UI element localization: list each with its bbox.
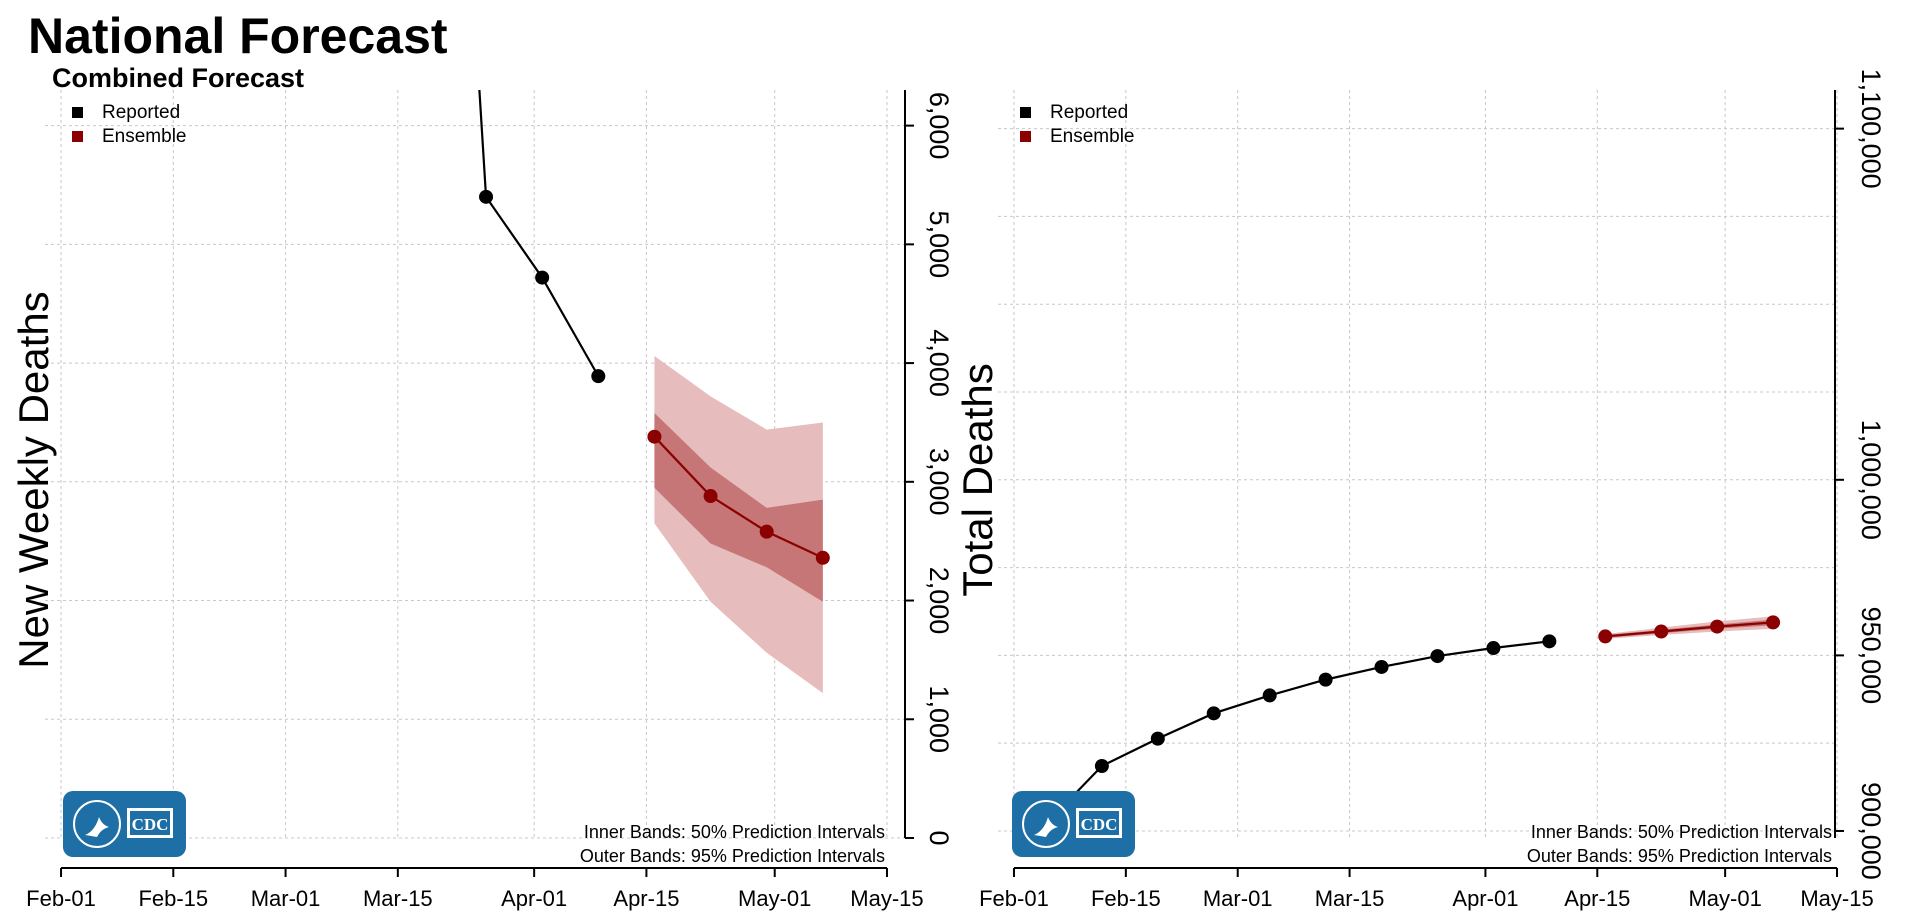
ensemble-line (1605, 621, 1774, 638)
ensemble-point (647, 429, 662, 444)
ensemble-point (703, 489, 718, 504)
x-tick-label: Mar-15 (1315, 886, 1385, 911)
x-tick-label: Apr-15 (1564, 886, 1630, 911)
x-tick-label: Feb-01 (979, 886, 1049, 911)
x-tick-label: Apr-01 (1452, 886, 1518, 911)
reported-point (1374, 659, 1389, 674)
cdc-logo-background (63, 791, 186, 857)
cdc-wordmark-inner (130, 811, 170, 835)
reported-point (1150, 731, 1165, 746)
x-tick-label: May-15 (850, 886, 923, 911)
reported-point (535, 270, 550, 285)
x-tick-label: Mar-01 (1203, 886, 1273, 911)
x-tick-label: Feb-15 (1091, 886, 1161, 911)
cdc-wordmark-inner (1079, 811, 1119, 835)
legend-label: Reported (1050, 102, 1128, 123)
y-tick-label: 1,100,000 (1856, 69, 1886, 189)
reported-point (1430, 649, 1445, 664)
x-tick-label: May-15 (1800, 886, 1873, 911)
legend-swatch (72, 131, 83, 142)
reported-point (1262, 688, 1277, 703)
note-inner-bands: Inner Bands: 50% Prediction Intervals (584, 822, 885, 842)
y-tick-label: 950,000 (1856, 607, 1886, 705)
y-tick-label: 5,000 (924, 211, 954, 279)
x-tick-label: Mar-01 (251, 886, 321, 911)
cdc-logo-background (1012, 791, 1135, 857)
y-tick-label: 0 (924, 830, 954, 845)
cdc-wordmark-text: CDC (1081, 815, 1118, 834)
cdc-logo: CDC (1012, 791, 1135, 857)
legend-label: Reported (102, 102, 180, 123)
y-axis-title: Total Deaths (954, 363, 1001, 596)
ensemble-point (1654, 624, 1669, 639)
reported-point (1094, 759, 1109, 774)
page-subtitle: Combined Forecast (52, 63, 305, 93)
legend-swatch (72, 107, 83, 118)
ensemble-point (1766, 615, 1781, 630)
page-title: National Forecast (28, 8, 448, 64)
y-tick-label: 3,000 (924, 448, 954, 516)
note-inner-bands: Inner Bands: 50% Prediction Intervals (1531, 822, 1832, 842)
hhs-eagle-icon (85, 817, 109, 837)
x-tick-label: May-01 (738, 886, 811, 911)
note-outer-bands: Outer Bands: 95% Prediction Intervals (580, 846, 885, 866)
x-tick-label: May-01 (1688, 886, 1761, 911)
x-tick-label: Apr-15 (613, 886, 679, 911)
y-tick-label: 6,000 (924, 92, 954, 160)
reported-point (1318, 672, 1333, 687)
note-outer-bands: Outer Bands: 95% Prediction Intervals (1527, 846, 1832, 866)
legend-swatch (1020, 131, 1031, 142)
reported-point (479, 189, 494, 204)
x-tick-label: Feb-01 (26, 886, 96, 911)
reported-point (1542, 634, 1557, 649)
ensemble-point (1710, 619, 1725, 634)
y-axis-title: New Weekly Deaths (10, 291, 57, 668)
reported-line (478, 90, 600, 377)
y-tick-label: 1,000,000 (1856, 420, 1886, 540)
legend-swatch (1020, 107, 1031, 118)
reported-point (1486, 641, 1501, 656)
reported-line (1045, 640, 1550, 825)
y-tick-label: 1,000 (924, 685, 954, 753)
ensemble-point (1598, 629, 1613, 644)
series-layer (478, 90, 830, 694)
ensemble-point (759, 524, 774, 539)
reported-point (591, 369, 606, 384)
legend-label: Ensemble (1050, 126, 1135, 147)
cdc-wordmark-text: CDC (132, 815, 169, 834)
x-tick-label: Mar-15 (363, 886, 433, 911)
hhs-seal-icon (73, 800, 121, 848)
ensemble-point (815, 550, 830, 565)
band-50-inner (654, 412, 823, 602)
y-tick-label: 2,000 (924, 567, 954, 635)
y-tick-label: 900,000 (1856, 782, 1886, 880)
x-tick-label: Apr-01 (501, 886, 567, 911)
x-tick-label: Feb-15 (138, 886, 208, 911)
ensemble-line (653, 435, 824, 559)
cdc-logo: CDC (63, 791, 186, 857)
y-tick-label: 4,000 (924, 329, 954, 397)
reported-point (1206, 706, 1221, 721)
hhs-seal-icon (1022, 800, 1070, 848)
legend-label: Ensemble (102, 126, 187, 147)
series-layer (1045, 615, 1781, 825)
hhs-eagle-icon (1034, 817, 1058, 837)
